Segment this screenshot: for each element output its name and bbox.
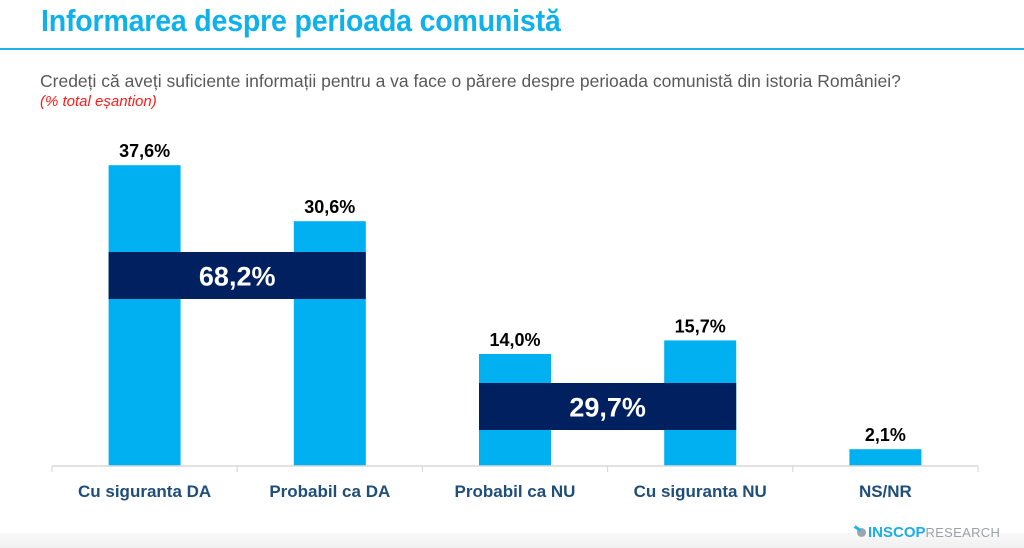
total-band-label-1: 29,7% [569, 393, 646, 423]
total-band-1 [479, 383, 737, 430]
category-label-0: Cu siguranta DA [78, 482, 211, 501]
x-axis [51, 465, 979, 472]
total-band-0 [108, 252, 366, 299]
category-label-4: NS/NR [859, 482, 912, 501]
value-label-1: 30,6% [304, 197, 355, 217]
category-label-3: Cu siguranta NU [634, 482, 767, 501]
sample-note: (% total eșantion) [40, 93, 157, 110]
category-label-2: Probabil ca NU [455, 482, 576, 501]
bands-layer: 68,2% 29,7% [108, 252, 737, 430]
inscop-logo: INSCOPRESEARCH [857, 524, 1000, 541]
labels-layer: 37,6% Cu siguranta DA 30,6% Probabil ca DA 1… [78, 141, 912, 501]
title-divider [0, 48, 1024, 50]
brand-bold: INSCOP [868, 524, 926, 541]
bar-4 [849, 449, 922, 466]
value-label-2: 14,0% [489, 330, 540, 350]
category-label-1: Probabil ca DA [269, 482, 390, 501]
inscop-logo-icon [857, 528, 866, 537]
page-title: Informarea despre perioada comunistă [41, 3, 561, 38]
value-label-4: 2,1% [865, 425, 906, 445]
bar-0 [108, 165, 181, 466]
survey-question: Credeți că aveți suficiente informații p… [40, 71, 901, 91]
total-band-label-0: 68,2% [199, 262, 276, 292]
footer-band [0, 533, 1024, 548]
value-label-0: 37,6% [119, 141, 170, 161]
value-label-3: 15,7% [675, 316, 726, 336]
brand-light: RESEARCH [925, 525, 1001, 540]
